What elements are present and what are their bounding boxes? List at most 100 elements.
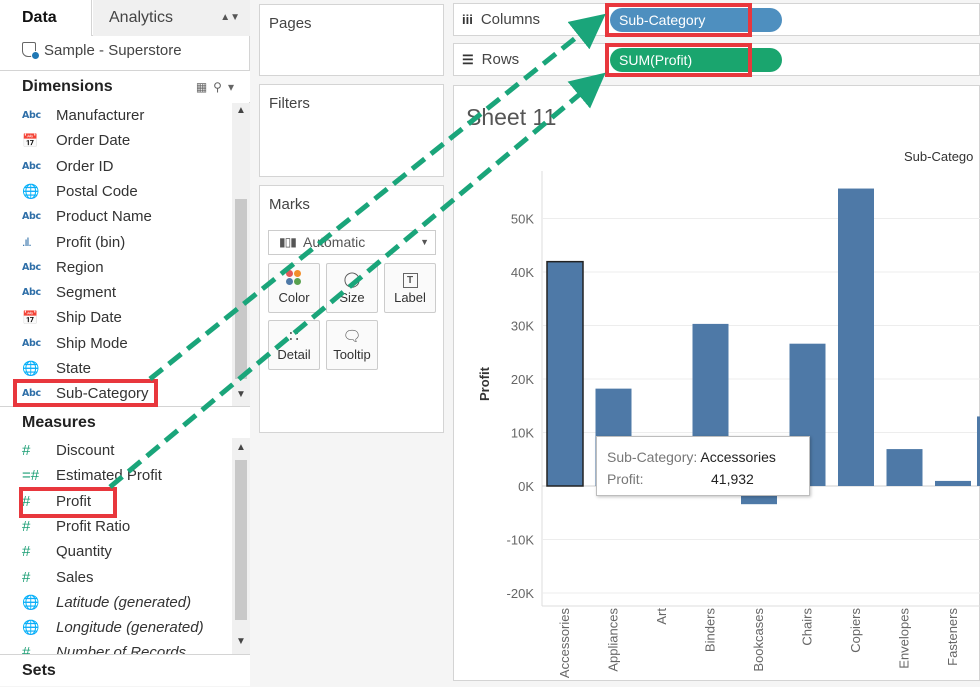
dimension-region[interactable]: Abc Region bbox=[0, 255, 232, 280]
measure-profit[interactable]: # Profit bbox=[0, 489, 232, 514]
dimension-segment[interactable]: Abc Segment bbox=[0, 280, 232, 305]
bar-envelopes[interactable] bbox=[886, 449, 923, 486]
y-tick-label: -20K bbox=[507, 586, 535, 601]
scroll-down-icon[interactable]: ▼ bbox=[236, 636, 246, 647]
filters-card[interactable]: Filters bbox=[259, 84, 444, 177]
detail-icon: ∷ bbox=[289, 328, 299, 345]
measure-icon: # bbox=[22, 442, 31, 459]
detail-label: Detail bbox=[277, 347, 311, 362]
field-label: Profit Ratio bbox=[56, 517, 131, 535]
sub-category-pill[interactable]: Sub-Category bbox=[610, 8, 782, 32]
dimension-product-name[interactable]: Abc Product Name bbox=[0, 204, 232, 229]
measure-icon: # bbox=[22, 644, 31, 657]
scroll-thumb[interactable] bbox=[235, 199, 247, 379]
y-tick-label: 10K bbox=[511, 426, 534, 441]
bar-chart: Sub-Catego -20K -10K 0K 10K 20K 30K 40K 50K Profi… bbox=[477, 149, 980, 678]
string-icon: Abc bbox=[22, 388, 41, 400]
size-button[interactable]: ◯ Size bbox=[326, 263, 378, 313]
measure-discount[interactable]: # Discount bbox=[0, 438, 232, 463]
label-button[interactable]: T Label bbox=[384, 263, 436, 313]
dimension-manufacturer[interactable]: Abc Manufacturer bbox=[0, 103, 232, 128]
dimension-postal-code[interactable]: 🌐 Postal Code bbox=[0, 179, 232, 204]
y-tick-label: 20K bbox=[511, 372, 534, 387]
size-label: Size bbox=[339, 290, 365, 305]
tab-analytics[interactable]: Analytics ▲▼ bbox=[93, 0, 250, 36]
color-icon bbox=[269, 270, 319, 290]
field-label: Sales bbox=[56, 568, 94, 586]
measure-number-of-records[interactable]: # Number of Records bbox=[0, 640, 232, 656]
measures-scrollbar[interactable]: ▲ ▼ bbox=[232, 438, 250, 654]
measure-longitude-generated[interactable]: 🌐 Longitude (generated) bbox=[0, 615, 232, 640]
dimension-ship-mode[interactable]: Abc Ship Mode bbox=[0, 331, 232, 356]
dimension-order-id[interactable]: Abc Order ID bbox=[0, 154, 232, 179]
scroll-up-icon[interactable]: ▲ bbox=[236, 442, 246, 453]
sum-profit-pill[interactable]: SUM(Profit) bbox=[610, 48, 782, 72]
highlight-box-sub-category bbox=[13, 379, 158, 407]
dimensions-tools: ▦⚲▾ bbox=[196, 71, 240, 103]
x-tick-label: Appliances bbox=[606, 608, 621, 672]
measure-estimated-profit[interactable]: =# Estimated Profit bbox=[0, 463, 232, 488]
x-tick-label: Bookcases bbox=[751, 608, 766, 672]
data-pane-tabs: Data Analytics ▲▼ bbox=[0, 0, 250, 36]
search-icon[interactable]: ⚲ bbox=[213, 80, 228, 94]
dimension-ship-date[interactable]: 📅 Ship Date bbox=[0, 305, 232, 330]
bar-chart-icon: ▮▯▮ bbox=[279, 235, 297, 249]
view-list-icon[interactable]: ▦ bbox=[195, 80, 214, 94]
y-tick-label: 50K bbox=[511, 212, 534, 227]
datasource-item[interactable]: Sample - Superstore bbox=[22, 42, 182, 60]
highlight-box-rows-pill bbox=[605, 43, 752, 77]
field-label: Estimated Profit bbox=[56, 467, 162, 485]
measure-quantity[interactable]: # Quantity bbox=[0, 539, 232, 564]
filters-title: Filters bbox=[269, 95, 310, 112]
scroll-up-icon[interactable]: ▲ bbox=[236, 105, 246, 116]
measure-icon: # bbox=[22, 568, 31, 586]
tab-analytics-label: Analytics bbox=[109, 9, 174, 26]
scroll-thumb[interactable] bbox=[235, 460, 247, 620]
field-label: Product Name bbox=[56, 208, 152, 226]
y-tick-label: 30K bbox=[511, 319, 534, 334]
string-icon: Abc bbox=[22, 211, 41, 223]
field-label: Ship Date bbox=[56, 309, 122, 327]
tab-data[interactable]: Data bbox=[0, 0, 92, 36]
field-label: Longitude (generated) bbox=[56, 619, 204, 637]
detail-button[interactable]: ∷ Detail bbox=[268, 320, 320, 370]
globe-icon: 🌐 bbox=[22, 593, 40, 610]
highlight-box-profit bbox=[19, 487, 117, 518]
chevron-down-icon: ▼ bbox=[420, 237, 429, 247]
bar-fasteners[interactable] bbox=[935, 480, 971, 486]
columns-label-text: Columns bbox=[480, 11, 541, 28]
rows-shelf-label: ☰ Rows bbox=[462, 44, 607, 75]
scroll-down-icon[interactable]: ▼ bbox=[236, 389, 246, 400]
mark-type-dropdown[interactable]: ▮▯▮ Automatic ▼ bbox=[268, 230, 436, 255]
field-label: State bbox=[56, 360, 92, 377]
bin-icon: .ıl. bbox=[22, 234, 32, 249]
bar-partial bbox=[977, 416, 980, 486]
dimension-profit-bin[interactable]: .ıl. Profit (bin) bbox=[0, 230, 232, 255]
tooltip-button[interactable]: 🗨 Tooltip bbox=[326, 320, 378, 370]
tooltip-key-profit: Profit: bbox=[607, 471, 644, 487]
measure-icon: # bbox=[22, 492, 31, 510]
color-button[interactable]: Color bbox=[268, 263, 320, 313]
mark-type-value: Automatic bbox=[303, 234, 366, 250]
pages-card[interactable]: Pages bbox=[259, 4, 444, 76]
dimension-state[interactable]: 🌐 State bbox=[0, 356, 232, 381]
x-tick-label: Binders bbox=[703, 608, 718, 653]
x-tick-label: Fasteners bbox=[945, 608, 960, 666]
dimensions-scrollbar[interactable]: ▲ ▼ bbox=[232, 103, 250, 406]
columns-icon: iii bbox=[462, 12, 473, 27]
measure-sales[interactable]: # Sales bbox=[0, 565, 232, 590]
dimensions-title: Dimensions bbox=[22, 78, 113, 95]
dimensions-header: Dimensions ▦⚲▾ bbox=[0, 70, 250, 102]
worksheet-view: Sub-Catego -20K -10K 0K 10K 20K 30K 40K 50K Profi… bbox=[453, 85, 980, 681]
y-tick-label: 40K bbox=[511, 265, 534, 280]
field-label: Order ID bbox=[56, 157, 114, 175]
bar-accessories[interactable] bbox=[546, 260, 584, 487]
text-label-icon: T bbox=[385, 270, 435, 290]
dimension-order-date[interactable]: 📅 Order Date bbox=[0, 128, 232, 153]
dropdown-icon[interactable]: ▾ bbox=[227, 80, 240, 94]
sheet-title[interactable]: Sheet 11 bbox=[466, 104, 557, 130]
field-label: Postal Code bbox=[56, 182, 138, 200]
measure-latitude-generated[interactable]: 🌐 Latitude (generated) bbox=[0, 590, 232, 615]
bar-copiers[interactable] bbox=[838, 188, 874, 486]
measure-profit-ratio[interactable]: # Profit Ratio bbox=[0, 514, 232, 539]
